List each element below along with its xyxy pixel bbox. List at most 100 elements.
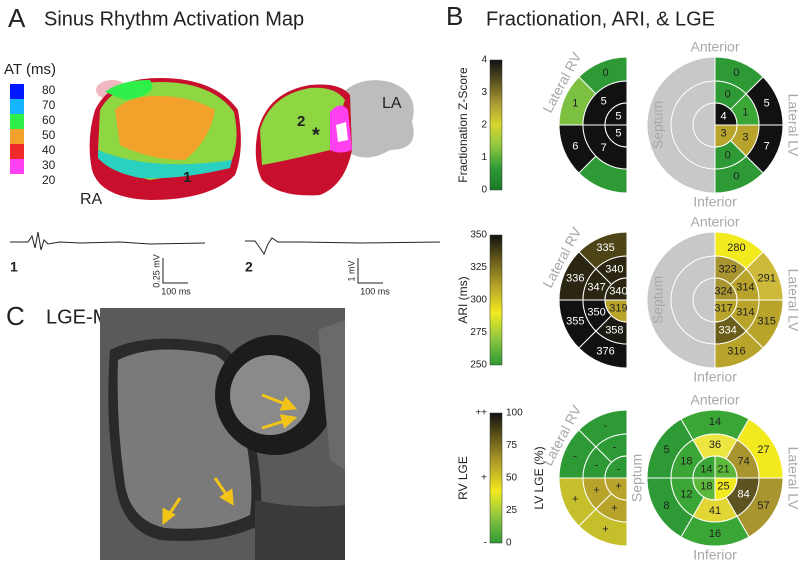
segment-label: 340 [605, 263, 623, 275]
segment-label: 5 [601, 96, 607, 108]
legend-label: 20 [42, 173, 56, 187]
septum-region [646, 231, 716, 369]
segment-label: 340 [609, 285, 627, 297]
egm-traces [10, 231, 441, 284]
segment-label: 5 [615, 127, 621, 139]
legend-swatch [10, 144, 24, 159]
colorbar-tick-label: 75 [506, 440, 518, 451]
segment-label: 314 [736, 281, 754, 293]
panel-title: Fractionation, ARI, & LGE [486, 8, 715, 30]
orientation-label: Lateral LV [785, 94, 800, 157]
colorbar-tick-label: 0 [506, 538, 512, 549]
bullseye-segment [714, 299, 738, 323]
segment-label: 347 [587, 281, 605, 293]
segment-label: - [617, 463, 621, 475]
colorbar-tick-label: 100 [506, 408, 523, 419]
orientation-label: Inferior [693, 547, 737, 563]
colorbar-title: ARI (ms) [456, 276, 470, 323]
segment-label: 8 [663, 500, 669, 512]
scale-voltage: 0.25 mV [151, 254, 161, 288]
segment-label: + [611, 502, 617, 514]
bullseye-segment [714, 477, 738, 501]
legend-swatch [10, 129, 24, 144]
orientation-label: Lateral LV [785, 447, 800, 510]
segment-label: 0 [733, 67, 739, 79]
segment-label: 317 [714, 302, 732, 314]
legend-label: 50 [42, 128, 56, 142]
segment-label: 14 [700, 463, 712, 475]
colorbar-tick-label: 275 [470, 327, 487, 338]
segment-label: 291 [758, 272, 776, 284]
legend-label: 30 [42, 158, 56, 172]
segment-label: 6 [572, 140, 578, 152]
segment-label: 74 [737, 455, 749, 467]
bullseye-segment [604, 299, 628, 323]
star-label: * [312, 124, 320, 146]
segment-label: 5 [615, 110, 621, 122]
segment-label: 319 [609, 302, 627, 314]
colorbar-title: Fractionation Z-Score [456, 67, 470, 183]
legend-label: 70 [42, 98, 56, 112]
bullseye-segment [714, 124, 738, 148]
legend-title: AT (ms) [4, 61, 56, 78]
arrows [162, 393, 298, 526]
segment-label: 280 [727, 242, 745, 254]
bullseye-segment [604, 455, 628, 479]
segment-label: 14 [709, 416, 721, 428]
panel-letter: A [8, 3, 26, 33]
panel-letter: B [446, 1, 463, 31]
segment-label: + [615, 480, 621, 492]
colorbar-tick-label: ++ [475, 408, 487, 419]
scale-time: 100 ms [161, 286, 191, 296]
segment-label: 1 [742, 106, 748, 118]
legend-label: 60 [42, 113, 56, 127]
segment-label: 84 [737, 488, 749, 500]
orientation-label: Anterior [690, 214, 739, 230]
segment-label: - [595, 459, 599, 471]
bullseye-segment [714, 102, 738, 126]
orientation-label: Septum [650, 101, 666, 149]
legend-swatch [10, 99, 24, 114]
segment-label: 315 [758, 315, 776, 327]
segment-label: 5 [764, 97, 770, 109]
segment-label: 376 [596, 346, 614, 358]
site-label: 2 [297, 113, 305, 130]
segment-label: 7 [764, 140, 770, 152]
colorbar-tick-label: 250 [470, 360, 487, 371]
segment-label: 3 [742, 132, 748, 144]
mri-image [100, 308, 345, 560]
segment-label: - [604, 420, 608, 432]
colorbar-tick-label: 4 [481, 55, 487, 66]
segment-label: 324 [714, 285, 732, 297]
heart-left [89, 78, 241, 200]
segment-label: 21 [717, 463, 729, 475]
legend-swatch [10, 159, 24, 174]
colorbar-tick-label: 325 [470, 262, 487, 273]
segment-label: 3 [720, 127, 726, 139]
colorbar-tick-label: + [481, 473, 487, 484]
colorbar-tick-label: - [484, 538, 487, 549]
segment-label: 41 [709, 505, 721, 517]
bullseye-segment [604, 102, 628, 126]
segment-label: 12 [680, 488, 692, 500]
panel-title: Sinus Rhythm Activation Map [44, 8, 304, 30]
segment-label: 36 [709, 439, 721, 451]
segment-label: + [593, 485, 599, 497]
segment-label: 0 [603, 67, 609, 79]
segment-label: 1 [572, 97, 578, 109]
segment-label: 358 [605, 324, 623, 336]
segment-label: 25 [717, 480, 729, 492]
segment-label: + [572, 493, 578, 505]
segment-label: 18 [680, 455, 692, 467]
segment-label: 57 [757, 500, 769, 512]
bullseye-segment [714, 277, 738, 301]
trace-label: 2 [245, 259, 253, 275]
bullseye-segment [604, 124, 628, 148]
colorbar-tick-label: 300 [470, 295, 487, 306]
colorbar-tick-label: 50 [506, 473, 518, 484]
scale-voltage: 1 mV [346, 260, 356, 281]
panel-letter: C [6, 301, 25, 331]
segment-label: 316 [727, 346, 745, 358]
